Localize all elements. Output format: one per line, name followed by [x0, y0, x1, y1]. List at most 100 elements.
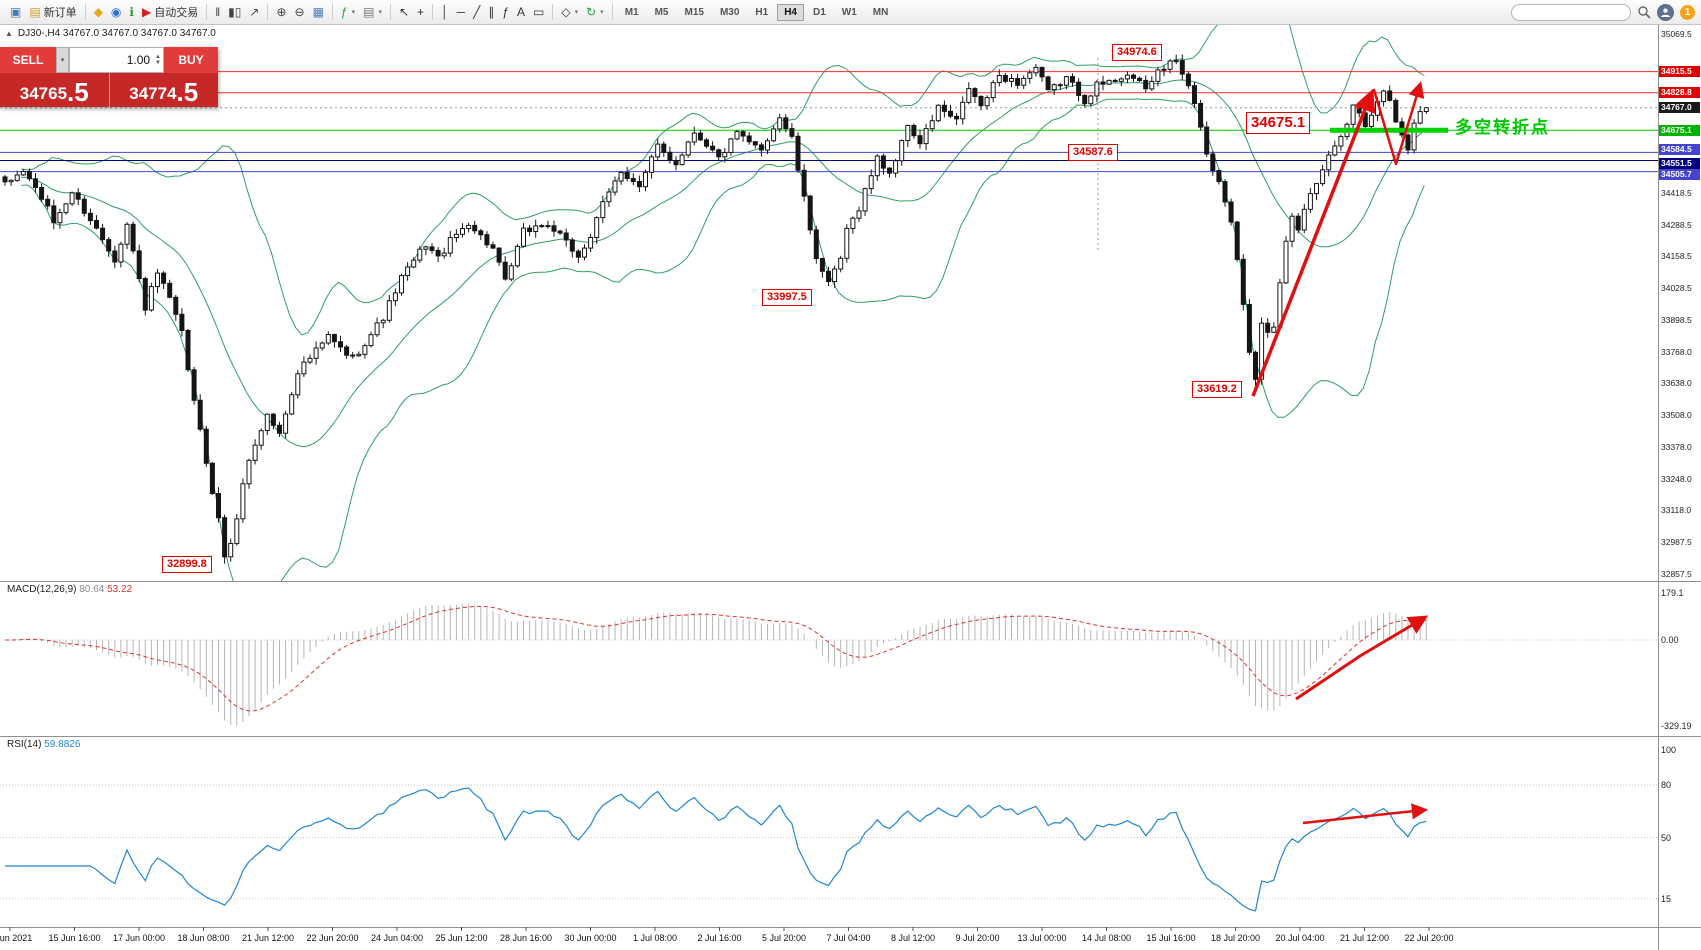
- objects-list-icon[interactable]: ▤ ▾: [359, 2, 386, 23]
- metaeditor-icon[interactable]: ◆: [90, 2, 107, 23]
- text-icon[interactable]: A: [513, 2, 529, 23]
- price-axis-current-label: 34551.5: [1659, 157, 1700, 169]
- timeframe-m15[interactable]: M15: [678, 4, 711, 21]
- sell-button[interactable]: SELL: [0, 47, 56, 73]
- macd-signal-value: 53.22: [107, 584, 133, 595]
- line-chart-icon[interactable]: ↗: [245, 2, 263, 23]
- time-axis-label: 5 Jul 20:00: [761, 933, 807, 943]
- bar-chart-icon[interactable]: ‖: [211, 2, 224, 23]
- time-axis-label: 21 Jul 12:00: [1339, 933, 1390, 943]
- order-type-dropdown[interactable]: ▾: [56, 47, 69, 73]
- price-axis-label: 34418.5: [1661, 187, 1692, 198]
- time-axis-label: 15 Jun 16:00: [48, 933, 101, 943]
- new-order-glyph: ▤: [29, 5, 41, 19]
- price-axis-label: 33378.0: [1661, 441, 1692, 452]
- rsi-axis-label: 80: [1661, 780, 1672, 790]
- trendline-icon[interactable]: ╱: [469, 2, 484, 23]
- time-axis-label: 13 Jul 00:00: [1017, 933, 1067, 943]
- search-icon[interactable]: [1637, 5, 1651, 19]
- rsi-line: [5, 787, 1427, 912]
- price-axis-label: 33898.5: [1661, 314, 1692, 325]
- shapes-icon-glyph: ◇: [561, 5, 571, 19]
- label-icon[interactable]: ▭: [529, 2, 548, 23]
- price-axis-current-label: 34675.1: [1659, 124, 1700, 136]
- lot-increase-button[interactable]: ▲: [155, 54, 161, 60]
- cycles-icon[interactable]: ↻ ▾: [582, 2, 608, 23]
- crosshair-icon[interactable]: +: [413, 2, 428, 23]
- zoom-out-icon-glyph: ⊖: [294, 5, 305, 19]
- time-axis-label: 24 Jun 04:00: [370, 933, 424, 943]
- macd-main-value: 80.64: [79, 584, 105, 595]
- account-icon[interactable]: [1657, 3, 1674, 21]
- tile-windows-icon[interactable]: ▦: [309, 2, 328, 23]
- community-icon[interactable]: ℹ: [125, 2, 138, 23]
- indicators-icon-glyph: ƒ: [340, 5, 348, 19]
- timeframe-w1[interactable]: W1: [835, 4, 864, 21]
- rsi-trend-arrow: [1302, 803, 1429, 825]
- dropdown-arrow-icon: ▾: [351, 9, 356, 16]
- time-axis-label: 15 Jul 16:00: [1146, 933, 1196, 943]
- chart-window-icon[interactable]: ▣: [6, 2, 25, 23]
- bid-price[interactable]: 34765.5: [0, 73, 110, 107]
- timeframe-mn[interactable]: MN: [866, 4, 896, 21]
- price-flag: 33997.5: [762, 289, 812, 306]
- fibonacci-icon[interactable]: ƒ: [498, 2, 513, 23]
- time-axis-label: 14 Jul 08:00: [1081, 933, 1132, 943]
- lot-decrease-button[interactable]: ▼: [155, 60, 161, 66]
- tile-windows-icon-glyph: ▦: [312, 5, 324, 19]
- new-order-button[interactable]: ▤ 新订单: [25, 2, 80, 23]
- crosshair-icon-glyph: +: [417, 5, 425, 19]
- timeframe-m1[interactable]: M1: [618, 4, 646, 21]
- turning-point-annotation: 多空转折点: [1455, 118, 1550, 137]
- market-depth-icon[interactable]: ◉: [107, 2, 125, 23]
- dropdown-arrow-icon: ▾: [600, 9, 604, 16]
- rsi-value: 59.8826: [44, 739, 81, 750]
- indicators-icon[interactable]: ƒ ▾: [337, 2, 359, 23]
- horizontal-line-icon[interactable]: ─: [453, 2, 470, 23]
- price-axis-label: 33118.0: [1661, 505, 1692, 516]
- lot-size-value: 1.00: [126, 53, 151, 67]
- price-flag: 34675.1: [1246, 112, 1311, 134]
- auto-trading-button-label: 自动交易: [154, 7, 199, 19]
- macd-histogram: [10, 604, 1427, 726]
- timeframe-m5[interactable]: M5: [648, 4, 676, 21]
- new-order-button-label: 新订单: [43, 7, 77, 19]
- fibonacci-icon-glyph: ƒ: [502, 5, 509, 19]
- buy-button[interactable]: BUY: [164, 47, 218, 73]
- price-flag: 33619.2: [1192, 381, 1242, 398]
- price-axis-label: 34288.5: [1661, 219, 1692, 230]
- macd-axis-label: 179.1: [1661, 588, 1684, 599]
- cursor-icon[interactable]: ↖: [395, 2, 413, 23]
- chart-window-icon-glyph: ▣: [10, 5, 22, 19]
- toolbar-separator: [432, 4, 434, 20]
- time-axis-label: 9 Jul 20:00: [955, 933, 1000, 943]
- zoom-out-icon[interactable]: ⊖: [291, 2, 309, 23]
- channel-icon[interactable]: ∥: [484, 2, 498, 23]
- time-axis-label: 25 Jun 12:00: [435, 933, 488, 943]
- rsi-layer: [0, 784, 1658, 912]
- ask-price[interactable]: 34774.5: [129, 77, 199, 107]
- lot-size-field[interactable]: 1.00 ▲ ▼: [69, 47, 164, 73]
- price-axis-label: 33638.0: [1661, 378, 1692, 389]
- time-axis-label: 22 Jul 20:00: [1404, 933, 1454, 943]
- timeframe-h1[interactable]: H1: [748, 4, 775, 21]
- collapse-panel-icon[interactable]: ▲: [5, 29, 13, 38]
- community-icon-glyph: ℹ: [129, 5, 134, 19]
- candlestick-chart-icon[interactable]: ▮▯: [224, 2, 245, 23]
- macd-axis-label: 0.00: [1661, 635, 1679, 645]
- zoom-in-icon[interactable]: ⊕: [272, 2, 290, 23]
- shapes-icon[interactable]: ◇ ▾: [557, 2, 582, 23]
- timeframe-m30[interactable]: M30: [713, 4, 746, 21]
- notification-badge[interactable]: 1: [1680, 4, 1695, 20]
- price-axis-label: 32987.5: [1661, 537, 1692, 548]
- timeframe-h4[interactable]: H4: [777, 3, 804, 21]
- auto-trading-button[interactable]: ▶ 自动交易: [138, 2, 202, 23]
- price-axis-current-label: 34505.7: [1659, 169, 1700, 181]
- vertical-line-icon[interactable]: │: [437, 2, 453, 23]
- vertical-line-icon-glyph: │: [441, 5, 449, 19]
- search-input[interactable]: [1511, 3, 1631, 21]
- timeframe-d1[interactable]: D1: [806, 4, 833, 21]
- rsi-axis-label: 15: [1661, 893, 1672, 904]
